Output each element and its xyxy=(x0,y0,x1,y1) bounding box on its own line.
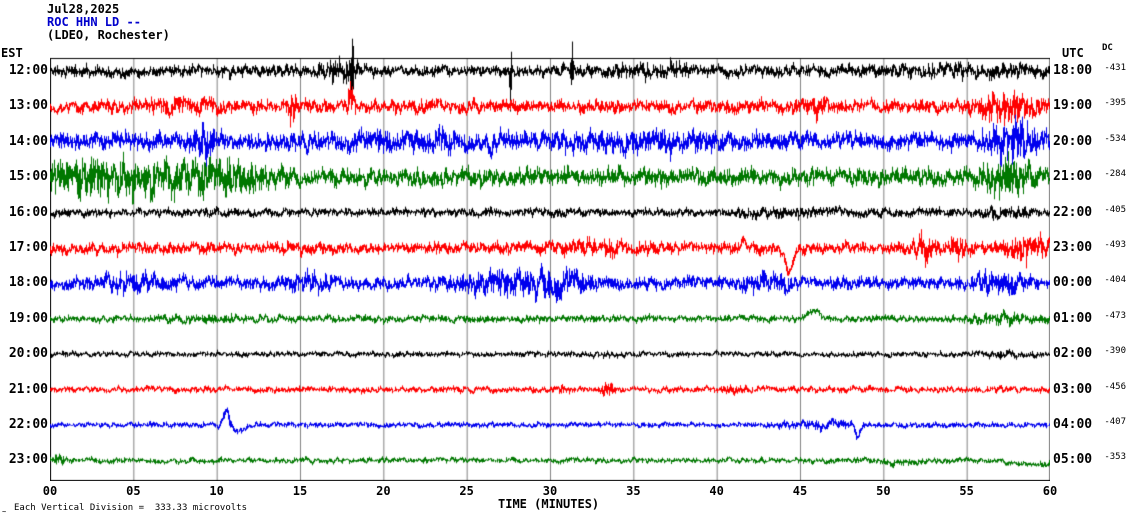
x-tick-label: 00 xyxy=(42,484,58,498)
utc-hour-label: 05:00 xyxy=(1053,452,1093,468)
x-tick-label: 05 xyxy=(126,484,141,498)
utc-hour-label: 21:00 xyxy=(1053,169,1093,185)
dc-offset-value: -473 xyxy=(1104,310,1126,321)
est-hour-label: 13:00 xyxy=(8,98,48,114)
dc-offset-value: -405 xyxy=(1104,204,1126,215)
x-tick-label: 55 xyxy=(959,484,974,498)
dc-offset-value: -493 xyxy=(1104,240,1126,250)
utc-hour-label: 02:00 xyxy=(1053,346,1093,362)
est-hour-label: 23:00 xyxy=(8,452,48,468)
x-tick-label: 50 xyxy=(876,484,891,498)
x-tick-label: 20 xyxy=(376,484,391,498)
dc-offset-value: -456 xyxy=(1104,381,1126,392)
dc-offset-column-label: DC xyxy=(1102,43,1113,53)
dc-offset-value: -353 xyxy=(1104,452,1126,463)
dc-offset-value: -390 xyxy=(1104,346,1126,357)
utc-hour-label: 23:00 xyxy=(1053,240,1093,255)
dc-offset-value: -284 xyxy=(1104,169,1126,180)
est-hour-label: 16:00 xyxy=(8,204,48,220)
utc-hour-label: 22:00 xyxy=(1053,204,1093,220)
dc-offset-value: -395 xyxy=(1104,98,1126,109)
dc-offset-value: -431 xyxy=(1104,63,1126,73)
utc-hour-label: 03:00 xyxy=(1053,381,1093,397)
right-timezone-label: UTC xyxy=(1062,46,1084,60)
x-tick-label: 15 xyxy=(292,484,308,498)
dc-offset-value: -404 xyxy=(1104,275,1126,286)
utc-hour-label: 01:00 xyxy=(1053,310,1093,326)
x-axis-title: TIME (MINUTES) xyxy=(498,497,600,511)
x-tick-label: 25 xyxy=(459,484,474,498)
x-tick-label: 35 xyxy=(626,484,641,498)
utc-hour-label: 04:00 xyxy=(1053,417,1093,432)
est-hour-label: 22:00 xyxy=(8,417,48,432)
est-hour-label: 19:00 xyxy=(8,310,48,326)
seismogram-canvas xyxy=(50,0,1050,481)
est-hour-label: 21:00 xyxy=(8,381,48,397)
x-tick-label: 10 xyxy=(209,484,224,498)
utc-hour-label: 00:00 xyxy=(1053,275,1093,291)
left-timezone-label: EST xyxy=(1,46,23,60)
dc-offset-value: -407 xyxy=(1104,417,1126,427)
x-tick-label: 45 xyxy=(792,484,808,498)
vertical-division-scale-note: Each Vertical Division = 333.33 microvol… xyxy=(14,503,247,513)
est-hour-label: 15:00 xyxy=(8,169,48,185)
utc-hour-label: 18:00 xyxy=(1053,63,1093,78)
est-hour-label: 20:00 xyxy=(8,346,48,362)
est-hour-label: 14:00 xyxy=(8,133,48,149)
utc-hour-label: 20:00 xyxy=(1053,133,1093,149)
dc-offset-value: -534 xyxy=(1104,133,1126,144)
est-hour-label: 17:00 xyxy=(8,240,48,255)
est-hour-label: 18:00 xyxy=(8,275,48,291)
utc-hour-label: 19:00 xyxy=(1053,98,1093,114)
est-hour-label: 12:00 xyxy=(8,63,48,78)
x-tick-label: 40 xyxy=(709,484,724,498)
footer-mark: ~ xyxy=(2,508,7,516)
x-tick-label: 60 xyxy=(1042,484,1058,498)
x-tick-label: 30 xyxy=(542,484,558,498)
